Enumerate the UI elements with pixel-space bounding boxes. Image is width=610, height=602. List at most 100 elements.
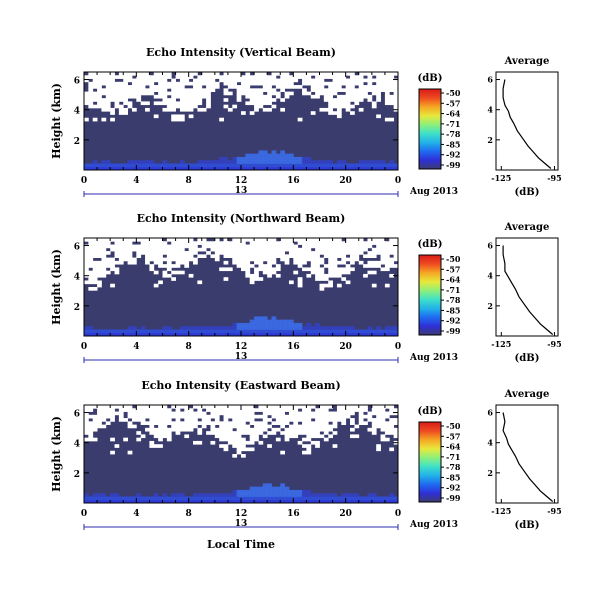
heatmap-cell-no-echo: [179, 91, 185, 96]
heatmap-cell-no-echo: [97, 85, 102, 89]
heatmap-cell-no-echo: [131, 81, 137, 86]
heatmap-cell-no-echo: [175, 270, 181, 275]
heatmap-cell-no-echo: [258, 98, 264, 102]
heatmap-cell-no-echo: [123, 91, 129, 96]
heatmap-cell-no-echo: [288, 78, 294, 83]
heatmap-cell-no-echo: [136, 78, 142, 83]
heatmap-cell-no-echo: [223, 421, 229, 425]
heatmap-cell-no-echo: [306, 444, 312, 448]
heatmap-cell-no-echo: [323, 283, 329, 288]
heatmap-cell-echo: [345, 332, 351, 337]
heatmap-cell-no-echo: [101, 254, 107, 258]
heatmap-cell-echo: [367, 496, 373, 501]
heatmap-cell-no-echo: [380, 238, 386, 242]
heatmap-cell-echo: [166, 326, 172, 330]
heatmap-cell-no-echo: [197, 98, 203, 102]
heatmap-cell-no-echo: [214, 257, 220, 262]
heatmap-cell-no-echo: [323, 427, 329, 432]
heatmap-cell-echo: [140, 499, 146, 504]
heatmap-cell-no-echo: [114, 91, 120, 96]
heatmap-cell-no-echo: [149, 408, 155, 412]
heatmap-cell-no-echo: [88, 405, 94, 409]
heatmap-cell-echo: [210, 493, 216, 497]
heatmap-cell-no-echo: [158, 244, 163, 249]
heatmap-cell-no-echo: [380, 421, 386, 425]
heatmap-cell-no-echo: [184, 260, 190, 265]
heatmap-cell-no-echo: [110, 257, 115, 262]
heatmap-cell-no-echo: [88, 427, 94, 432]
heatmap-cell-no-echo: [262, 424, 268, 429]
heatmap-cell-echo: [127, 163, 133, 168]
heatmap-cell-no-echo: [223, 75, 229, 79]
heatmap-cell-no-echo: [310, 241, 316, 245]
heatmap-cell-no-echo: [105, 107, 111, 112]
heatmap-cell-no-echo: [175, 238, 181, 242]
heatmap-cell-echo: [288, 322, 294, 327]
heatmap-cell-no-echo: [245, 405, 251, 409]
heatmap-cell-echo: [288, 156, 294, 161]
heatmap-cell-no-echo: [158, 85, 163, 89]
heatmap-cell-no-echo: [310, 431, 316, 435]
heatmap-cell-no-echo: [88, 244, 94, 249]
heatmap-cell-no-echo: [232, 251, 238, 255]
heatmap-cell-echo: [275, 319, 281, 324]
heatmap-cell-no-echo: [345, 414, 351, 419]
heatmap-cell-no-echo: [171, 238, 176, 242]
heatmap-cell-no-echo: [145, 260, 150, 265]
heatmap-cell-no-echo: [336, 107, 342, 112]
heatmap-cell-no-echo: [193, 257, 198, 262]
heatmap-cell-no-echo: [245, 270, 251, 275]
heatmap-cell-no-echo: [227, 81, 233, 86]
heatmap-cell-echo: [249, 166, 255, 171]
heatmap-cell-no-echo: [376, 260, 381, 265]
heatmap-cell-no-echo: [158, 431, 163, 435]
heatmap-cell-no-echo: [123, 94, 129, 99]
heatmap-cell-no-echo: [323, 75, 329, 79]
heatmap-cell-no-echo: [323, 238, 329, 242]
heatmap-cell-echo: [306, 160, 312, 164]
heatmap-cell-no-echo: [219, 437, 224, 442]
heatmap-cell-no-echo: [105, 421, 111, 425]
heatmap-cell-echo: [241, 322, 246, 327]
heatmap-cell-no-echo: [336, 408, 342, 412]
heatmap-cell-no-echo: [149, 78, 155, 83]
heatmap-cell-no-echo: [193, 411, 198, 416]
average-frame: [495, 71, 559, 171]
heatmap-cell-no-echo: [88, 287, 94, 291]
heatmap-cell-echo: [219, 332, 224, 337]
heatmap-cell-no-echo: [258, 254, 264, 258]
heatmap-cell-no-echo: [310, 85, 316, 89]
heatmap-cell-no-echo: [179, 251, 185, 255]
heatmap-cell-no-echo: [393, 247, 399, 252]
average-x-tick-label: -125: [491, 173, 511, 183]
heatmap-cell-no-echo: [131, 238, 137, 242]
heatmap-cell-no-echo: [350, 94, 355, 99]
heatmap-cell-echo: [153, 163, 159, 168]
heatmap-cell-echo: [254, 163, 259, 168]
average-x-label: (dB): [515, 187, 540, 198]
heatmap-cell-echo: [188, 326, 194, 330]
heatmap-cell-no-echo: [297, 257, 303, 262]
heatmap-cell-no-echo: [310, 78, 316, 83]
heatmap-cell-no-echo: [123, 437, 129, 442]
heatmap-cell-no-echo: [297, 238, 303, 242]
heatmap-cell-no-echo: [197, 421, 203, 425]
heatmap-cell-echo: [254, 160, 259, 164]
heatmap-cell-no-echo: [363, 408, 368, 412]
heatmap-cell-no-echo: [254, 414, 259, 419]
heatmap-cell-no-echo: [315, 440, 320, 445]
heatmap-cell-echo: [393, 332, 399, 337]
heatmap-cell-echo: [306, 496, 312, 501]
heatmap-cell-no-echo: [179, 104, 185, 109]
x-tick-label: 0: [81, 176, 87, 186]
heatmap-cell-no-echo: [350, 78, 355, 83]
colorbar-tick-label: -57: [446, 98, 460, 108]
heatmap-cell-no-echo: [193, 81, 198, 86]
heatmap-cell-no-echo: [267, 431, 272, 435]
heatmap-cell-no-echo: [105, 405, 111, 409]
heatmap-cell-no-echo: [210, 85, 216, 89]
heatmap-cell-no-echo: [328, 411, 333, 416]
heatmap-cell-no-echo: [136, 75, 142, 79]
heatmap-cell-no-echo: [367, 241, 373, 245]
heatmap-cell-no-echo: [114, 98, 120, 102]
